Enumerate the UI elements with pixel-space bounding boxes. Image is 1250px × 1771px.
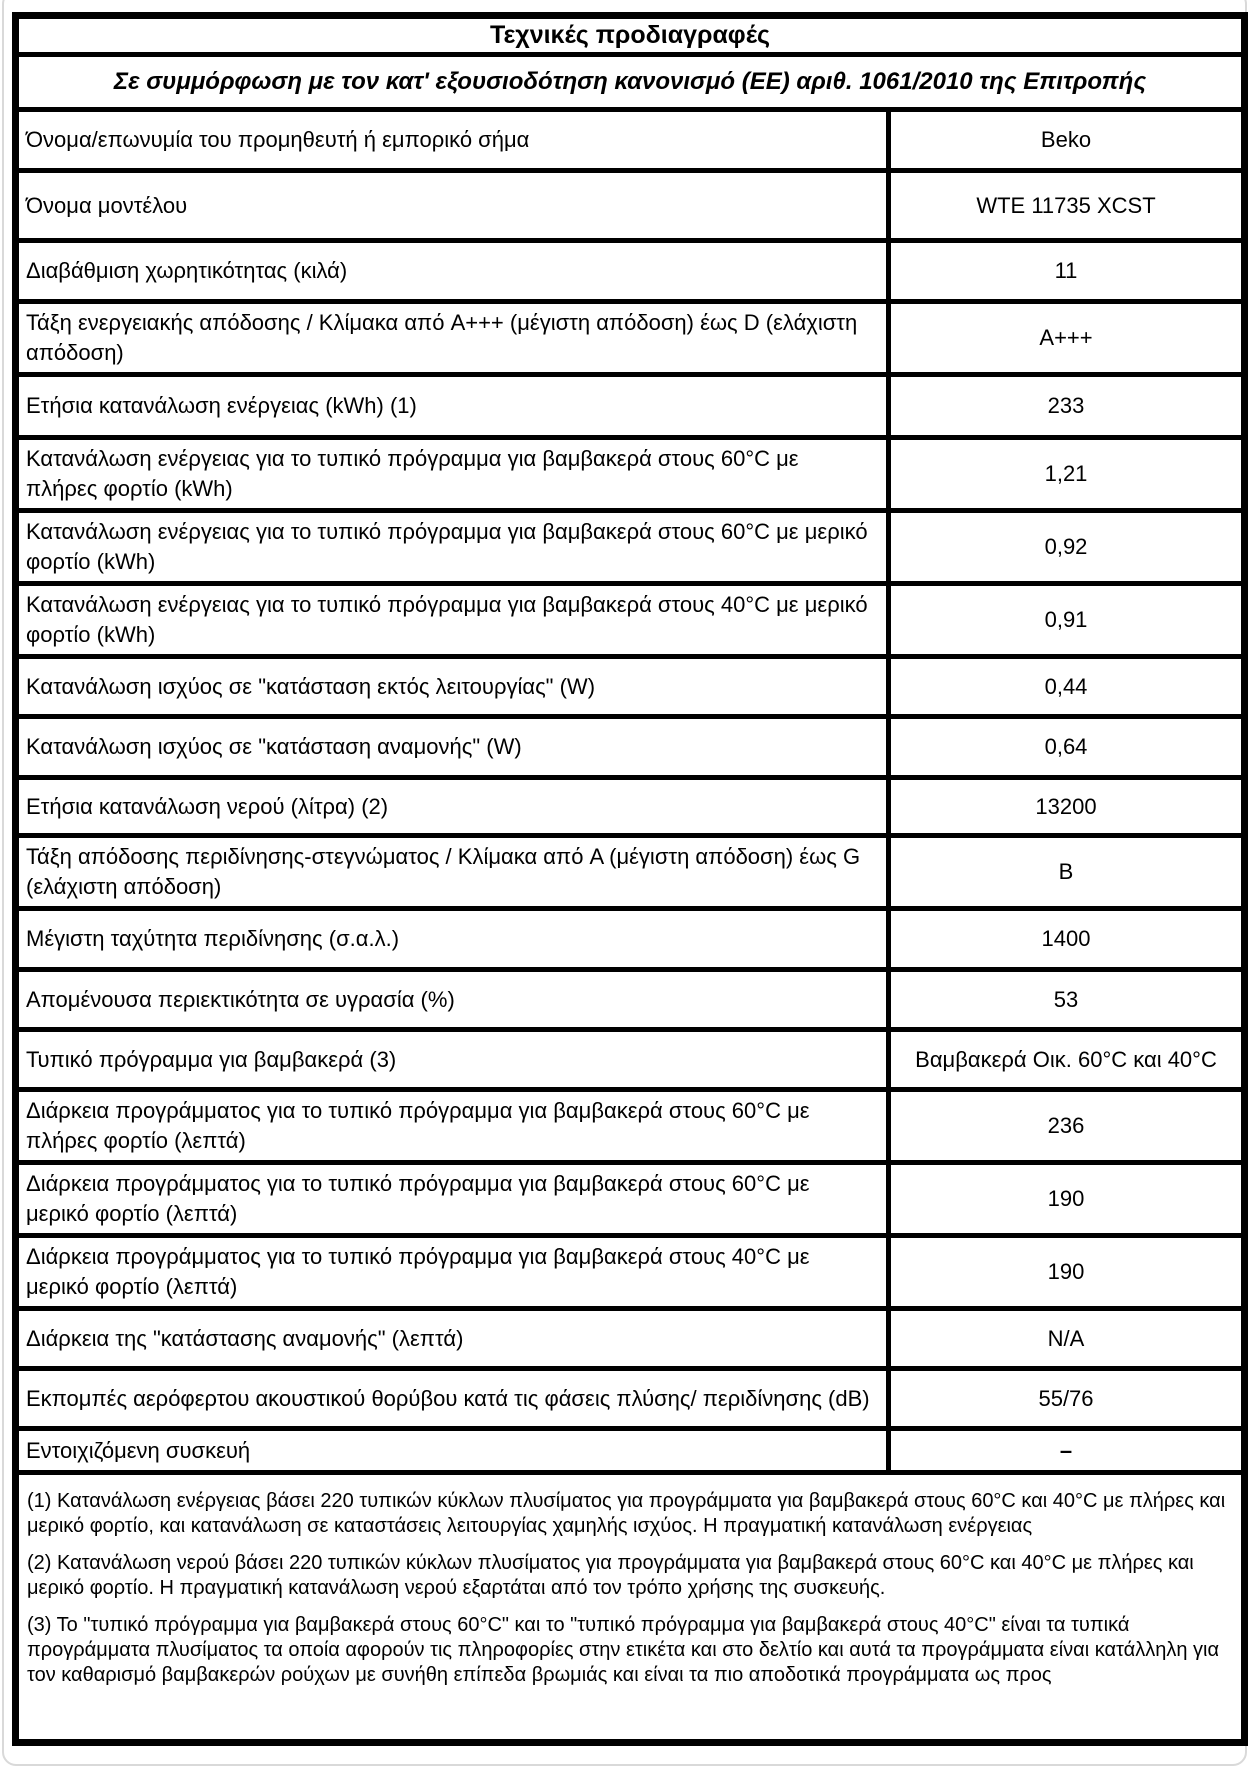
spec-label: Κατανάλωση ισχύος σε "κατάσταση αναμονής… (13, 714, 891, 780)
table-row: Κατανάλωση ισχύος σε "κατάσταση εκτός λε… (13, 654, 1248, 719)
spec-label: Τάξη απόδοσης περιδίνησης-στεγνώματος / … (13, 833, 891, 911)
spec-table: Τεχνικές προδιαγραφές Σε συμμόρφωση με τ… (12, 12, 1249, 1746)
table-row: Κατανάλωση ενέργειας για το τυπικό πρόγρ… (13, 581, 1248, 659)
table-row: Κατανάλωση ενέργειας για το τυπικό πρόγρ… (13, 508, 1248, 586)
spec-label: Κατανάλωση ενέργειας για το τυπικό πρόγρ… (13, 581, 891, 659)
spec-label: Όνομα μοντέλου (13, 168, 891, 243)
spec-label: Διαβάθμιση χωρητικότητας (κιλά) (13, 238, 891, 304)
table-row: Εντοιχιζόμενη συσκευή – (13, 1426, 1248, 1475)
table-row: Διάρκεια προγράμματος για το τυπικό πρόγ… (13, 1160, 1248, 1238)
table-row: Μέγιστη ταχύτητα περιδίνησης (σ.α.λ.) 14… (13, 906, 1248, 972)
table-row: Τάξη ενεργειακής απόδοσης / Κλίμακα από … (13, 299, 1248, 377)
spec-value: 53 (885, 967, 1248, 1032)
table-row: Διάρκεια προγράμματος για το τυπικό πρόγ… (13, 1233, 1248, 1311)
table-row: Διαβάθμιση χωρητικότητας (κιλά) 11 (13, 238, 1248, 304)
spec-label: Διάρκεια προγράμματος για το τυπικό πρόγ… (13, 1087, 891, 1165)
spec-label: Μέγιστη ταχύτητα περιδίνησης (σ.α.λ.) (13, 906, 891, 972)
spec-value: 1400 (885, 906, 1248, 972)
footnotes: (1) Κατανάλωση ενέργειας βάσει 220 τυπικ… (12, 1470, 1248, 1745)
spec-label: Κατανάλωση ισχύος σε "κατάσταση εκτός λε… (13, 654, 891, 719)
spec-value: WTE 11735 XCST (885, 168, 1248, 243)
spec-label: Ετήσια κατανάλωση νερού (λίτρα) (2) (13, 775, 891, 838)
spec-label: Διάρκεια προγράμματος για το τυπικό πρόγ… (13, 1160, 891, 1238)
footnote-1: (1) Κατανάλωση ενέργειας βάσει 220 τυπικ… (27, 1490, 1226, 1537)
spec-label: Τάξη ενεργειακής απόδοσης / Κλίμακα από … (13, 299, 891, 377)
spec-value: 0,64 (885, 714, 1248, 780)
table-row: Ετήσια κατανάλωση νερού (λίτρα) (2) 1320… (13, 775, 1248, 838)
spec-value: 0,44 (885, 654, 1248, 719)
spec-value: 233 (885, 372, 1248, 440)
table-row: Όνομα/επωνυμία του προμηθευτή ή εμπορικό… (13, 107, 1248, 173)
spec-label: Εντοιχιζόμενη συσκευή (13, 1426, 891, 1475)
spec-label: Διάρκεια της "κατάστασης αναμονής" (λεπτ… (13, 1306, 891, 1371)
spec-label: Απομένουσα περιεκτικότητα σε υγρασία (%) (13, 967, 891, 1032)
spec-value: A+++ (885, 299, 1248, 377)
spec-label: Κατανάλωση ενέργειας για το τυπικό πρόγρ… (13, 508, 891, 586)
footnote-2: (2) Κατανάλωση νερού βάσει 220 τυπικών κ… (27, 1552, 1194, 1599)
spec-label: Ετήσια κατανάλωση ενέργειας (kWh) (1) (13, 372, 891, 440)
table-row: Κατανάλωση ισχύος σε "κατάσταση αναμονής… (13, 714, 1248, 780)
spec-label: Διάρκεια προγράμματος για το τυπικό πρόγ… (13, 1233, 891, 1311)
spec-value: 236 (885, 1087, 1248, 1165)
table-row: Διάρκεια της "κατάστασης αναμονής" (λεπτ… (13, 1306, 1248, 1371)
spec-label: Κατανάλωση ενέργειας για το τυπικό πρόγρ… (13, 435, 891, 513)
spec-value: – (885, 1426, 1248, 1475)
spec-value: 55/76 (885, 1366, 1248, 1431)
table-row: Εκπομπές αερόφερτου ακουστικού θορύβου κ… (13, 1366, 1248, 1431)
spec-value: 1,21 (885, 435, 1248, 513)
table-row: Απομένουσα περιεκτικότητα σε υγρασία (%)… (13, 967, 1248, 1032)
spec-value: N/A (885, 1306, 1248, 1371)
spec-value: 190 (885, 1233, 1248, 1311)
spec-value: 0,91 (885, 581, 1248, 659)
table-row: Διάρκεια προγράμματος για το τυπικό πρόγ… (13, 1087, 1248, 1165)
spec-value: 11 (885, 238, 1248, 304)
spec-label: Όνομα/επωνυμία του προμηθευτή ή εμπορικό… (13, 107, 891, 173)
page-subtitle: Σε συμμόρφωση με τον κατ' εξουσιοδότηση … (12, 52, 1248, 112)
table-row: Τυπικό πρόγραμμα για βαμβακερά (3) Βαμβα… (13, 1027, 1248, 1092)
table-row: Όνομα μοντέλου WTE 11735 XCST (13, 168, 1248, 243)
table-row: Τάξη απόδοσης περιδίνησης-στεγνώματος / … (13, 833, 1248, 911)
spec-value: Beko (885, 107, 1248, 173)
table-row: Ετήσια κατανάλωση ενέργειας (kWh) (1) 23… (13, 372, 1248, 440)
subtitle-row: Σε συμμόρφωση με τον κατ' εξουσιοδότηση … (12, 52, 1248, 112)
spec-value: Βαμβακερά Οικ. 60°C και 40°C (885, 1027, 1248, 1092)
spec-value: 13200 (885, 775, 1248, 838)
spec-value: 0,92 (885, 508, 1248, 586)
page-title: Τεχνικές προδιαγραφές (12, 13, 1248, 57)
spec-value: 190 (885, 1160, 1248, 1238)
spec-label: Εκπομπές αερόφερτου ακουστικού θορύβου κ… (13, 1366, 891, 1431)
footnote-3: (3) Το "τυπικό πρόγραμμα για βαμβακερά σ… (27, 1614, 1220, 1686)
spec-value: B (885, 833, 1248, 911)
table-row: Κατανάλωση ενέργειας για το τυπικό πρόγρ… (13, 435, 1248, 513)
title-row: Τεχνικές προδιαγραφές (12, 13, 1248, 57)
spec-label: Τυπικό πρόγραμμα για βαμβακερά (3) (13, 1027, 891, 1092)
footnotes-row: (1) Κατανάλωση ενέργειας βάσει 220 τυπικ… (12, 1470, 1248, 1745)
